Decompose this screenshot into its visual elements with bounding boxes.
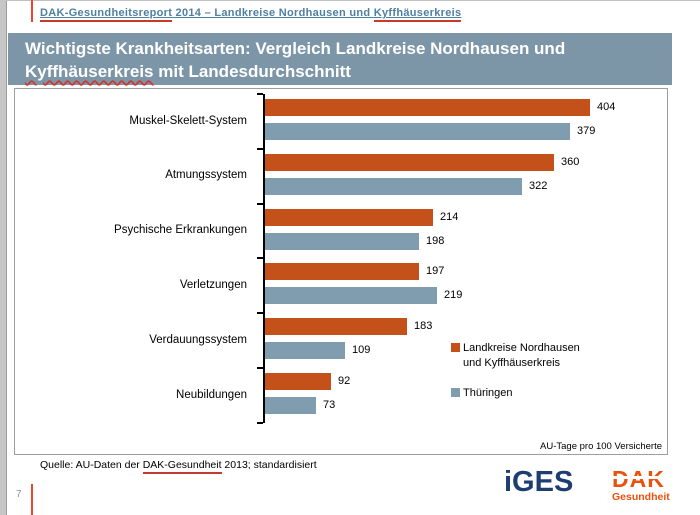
- value-axis-note: AU-Tage pro 100 Versicherte: [540, 441, 662, 452]
- category-label: Verletzungen: [179, 278, 247, 291]
- axis-tick: [257, 421, 263, 424]
- placeholder-guide-line-bottom: [31, 484, 33, 515]
- iges-logo: iGES: [504, 466, 574, 498]
- value-label: 404: [597, 101, 616, 113]
- axis-tick: [257, 202, 263, 205]
- bar-chart: Muskel-Skelett-System 404 379 Atmungssystem…: [14, 88, 668, 455]
- header-middle-text: 2014 – Landkreise Nordhausen und: [172, 7, 374, 19]
- dak-logo-subtitle: Gesundheit: [612, 491, 670, 503]
- chart-legend: Landkreise Nordhausen und Kyffhäuserkrei…: [451, 341, 580, 416]
- placeholder-guide-line-top: [31, 0, 33, 22]
- category-label: Psychische Erkrankungen: [114, 224, 247, 237]
- page-number: 7: [16, 489, 22, 500]
- slide-title-line2-rest: mit Landesdurchschnitt: [153, 62, 351, 81]
- value-label: 198: [426, 234, 445, 247]
- window-left-edge: [0, 0, 7, 515]
- category-label: Atmungssystem: [165, 169, 247, 182]
- slide-title-line1: Wichtigste Krankheitsarten: Vergleich La…: [25, 39, 566, 58]
- bar-thueringen: [265, 123, 570, 140]
- bar-landkreise: [265, 153, 554, 171]
- bar-thueringen: [265, 342, 345, 360]
- bar-thueringen: [265, 397, 316, 415]
- header-region-name: Kyffhäuserkreis: [373, 7, 462, 22]
- bar-thueringen: [265, 232, 419, 250]
- value-label: 219: [444, 289, 463, 302]
- source-link: DAK-Gesundheit: [142, 459, 222, 474]
- value-label: 197: [426, 265, 445, 278]
- category-label: Muskel-Skelett-System: [129, 114, 247, 127]
- dak-logo: DAK Gesundheit: [611, 468, 674, 503]
- value-axis: [263, 94, 265, 423]
- value-label: 360: [561, 155, 580, 168]
- axis-tick: [257, 367, 263, 370]
- document-header: DAK-Gesundheitsreport 2014 – Landkreise …: [40, 7, 660, 22]
- legend-label-landkreise: Landkreise Nordhausen und Kyffhäuserkrei…: [463, 342, 580, 369]
- bar-landkreise: [265, 318, 407, 336]
- value-label: 73: [323, 399, 336, 412]
- source-prefix: Quelle: AU-Daten der: [40, 459, 143, 471]
- value-label: 109: [352, 344, 371, 357]
- value-label: 322: [529, 179, 548, 192]
- value-label: 379: [577, 125, 596, 137]
- value-label: 92: [338, 375, 351, 388]
- slide-title-misspelled-word: Kyffhäuserkreis: [25, 62, 154, 81]
- slide-title-banner: Wichtigste Krankheitsarten: Vergleich La…: [8, 33, 672, 85]
- axis-tick: [257, 147, 263, 150]
- axis-tick: [257, 312, 263, 315]
- dak-logo-wordmark: DAK: [611, 468, 673, 491]
- slide-title-line2: Kyffhäuserkreis mit Landesdurchschnitt: [25, 60, 672, 83]
- dak-logo-stripe: [611, 476, 673, 479]
- bar-landkreise: [265, 263, 419, 281]
- header-report-name: DAK-Gesundheitsreport: [40, 7, 173, 22]
- axis-tick: [257, 93, 263, 95]
- bar-thueringen: [265, 287, 437, 305]
- category-label: Neubildungen: [176, 388, 247, 401]
- axis-tick: [257, 257, 263, 260]
- legend-entry-landkreise: Landkreise Nordhausen und Kyffhäuserkrei…: [451, 341, 580, 371]
- value-label: 214: [440, 210, 459, 223]
- legend-label-thueringen: Thüringen: [463, 387, 513, 399]
- source-line: Quelle: AU-Daten der DAK-Gesundheit 2013…: [40, 459, 317, 474]
- legend-swatch-landkreise: [451, 343, 460, 352]
- legend-entry-thueringen: Thüringen: [451, 386, 580, 401]
- plot-area: Muskel-Skelett-System 404 379 Atmungssystem…: [15, 89, 667, 454]
- legend-swatch-thueringen: [451, 388, 460, 397]
- bar-landkreise: [265, 208, 433, 226]
- source-suffix: 2013; standardisiert: [221, 459, 317, 471]
- window-top-edge: [6, 0, 700, 1]
- bar-landkreise: [265, 99, 590, 116]
- category-label: Verdauungssystem: [149, 333, 247, 346]
- bar-thueringen: [265, 177, 522, 195]
- value-label: 183: [414, 320, 433, 333]
- bar-landkreise: [265, 373, 331, 391]
